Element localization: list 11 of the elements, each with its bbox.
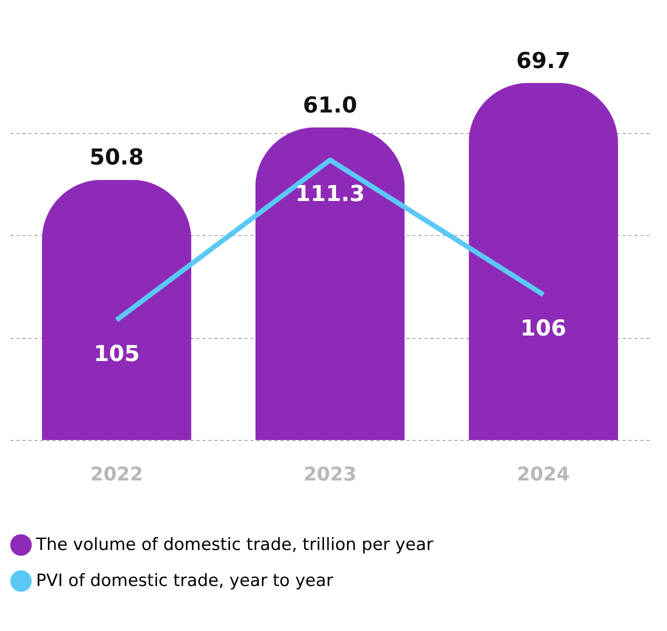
data-label: 61.0 bbox=[302, 93, 358, 118]
legend-label: PVI of domestic trade, year to year bbox=[36, 571, 334, 591]
data-label: 105 bbox=[94, 342, 140, 367]
x-tick-label: 2023 bbox=[304, 464, 356, 486]
legend-label: The volume of domestic trade, trillion per year bbox=[35, 535, 434, 555]
x-tick-label: 2022 bbox=[90, 464, 144, 486]
data-label: 50.8 bbox=[90, 146, 144, 171]
data-label: 111.3 bbox=[295, 182, 365, 207]
x-tick-label: 2024 bbox=[516, 464, 570, 486]
data-label: 69.7 bbox=[516, 48, 570, 74]
data-label: 106 bbox=[520, 316, 566, 342]
